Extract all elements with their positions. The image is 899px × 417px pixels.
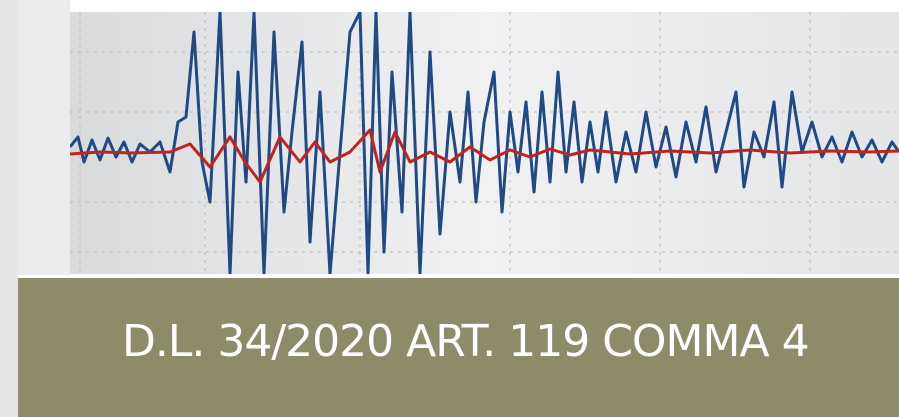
seismograph-image: [70, 12, 899, 274]
title-band: D.L. 34/2020 ART. 119 COMMA 4: [18, 278, 899, 417]
slide-title: D.L. 34/2020 ART. 119 COMMA 4: [122, 316, 809, 367]
side-strip: [18, 0, 70, 275]
slide: D.L. 34/2020 ART. 119 COMMA 4: [0, 0, 899, 417]
side-strip: [0, 0, 18, 417]
